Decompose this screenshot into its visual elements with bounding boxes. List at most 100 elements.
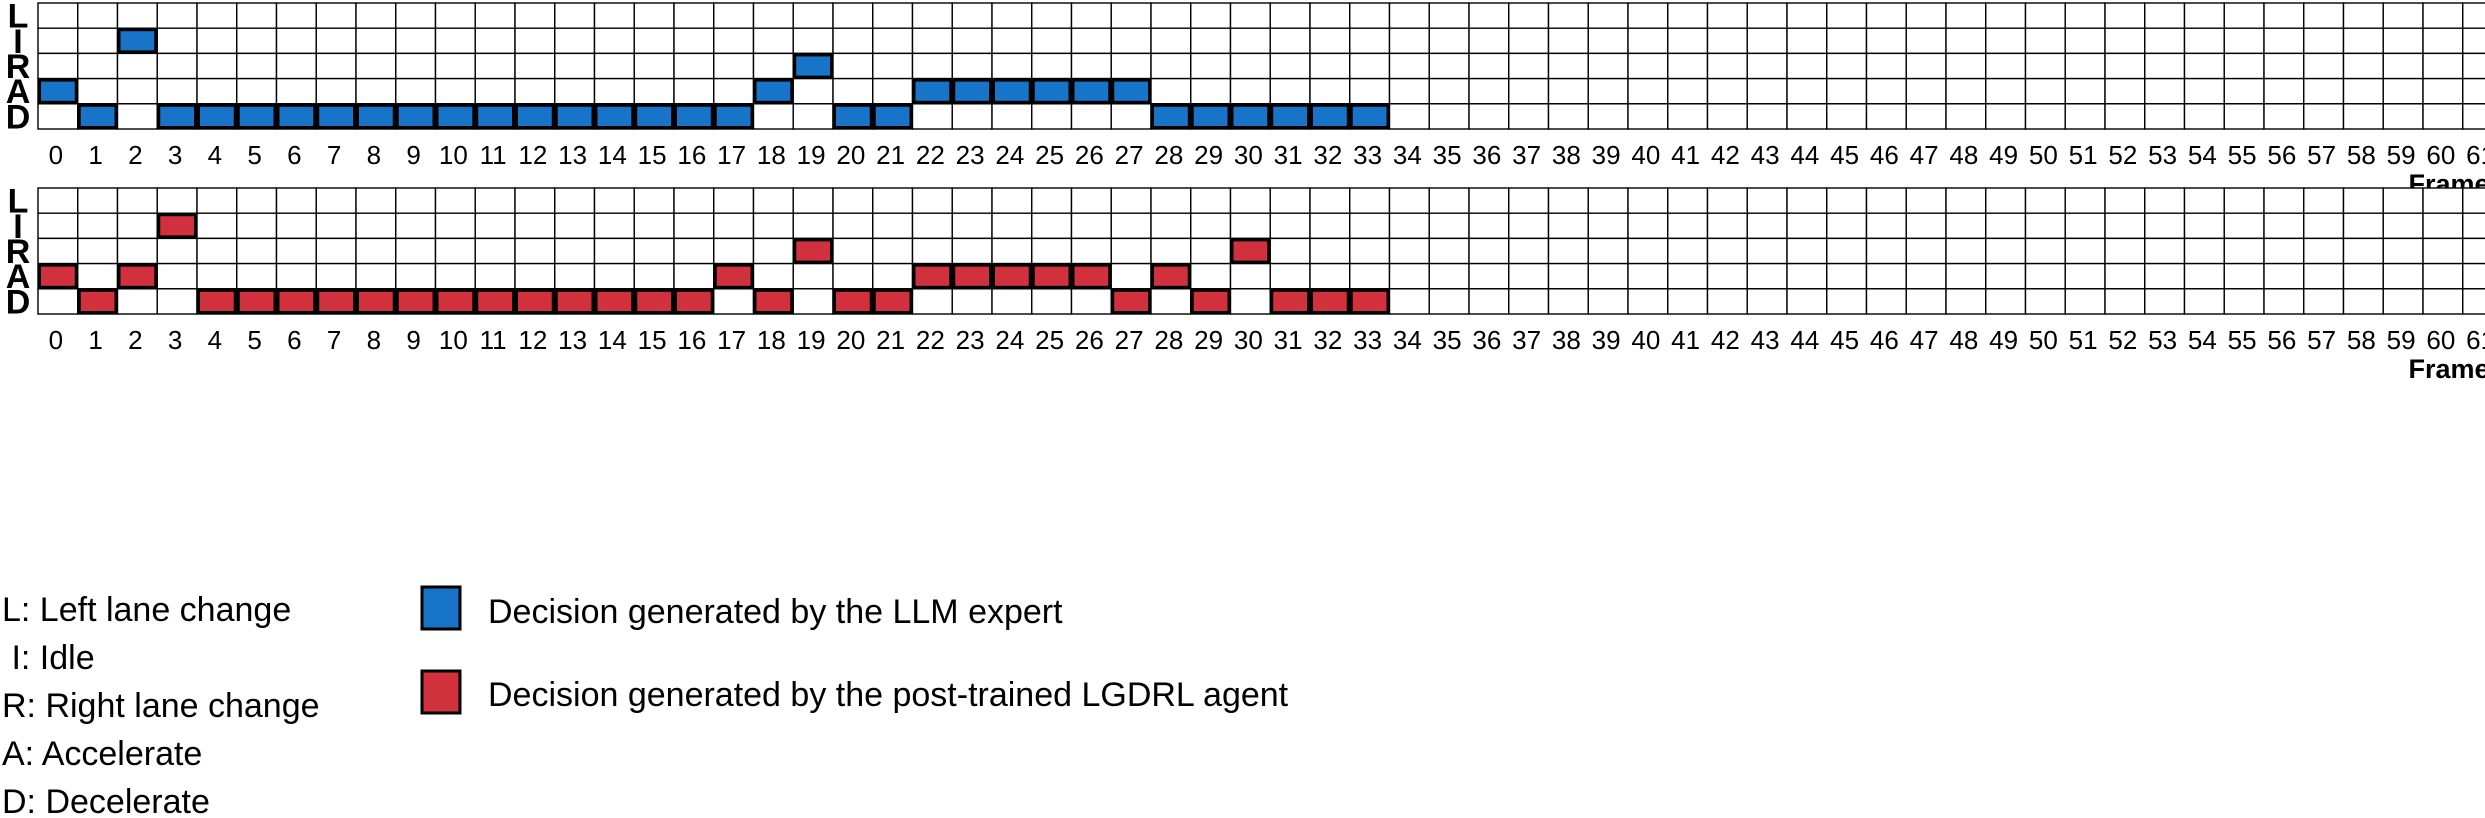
grid-cell — [1826, 187, 1868, 214]
grid-cell — [2104, 77, 2146, 105]
grid-cell — [2263, 212, 2305, 240]
grid-cell — [37, 288, 79, 315]
grid-cell — [2064, 262, 2106, 290]
grid-cell — [2104, 212, 2146, 240]
llm-decision-cell-frame-12 — [515, 103, 555, 130]
grid-cell — [474, 212, 516, 240]
grid-cell — [156, 52, 198, 80]
grid-cell — [2263, 288, 2305, 315]
grid-cell — [792, 77, 834, 105]
grid-cell — [2342, 187, 2384, 214]
grid-cell — [474, 262, 516, 290]
llm-row-label-D: D — [6, 98, 31, 136]
llm-tick-label: 55 — [2228, 140, 2257, 170]
llm-tick-label: 33 — [1353, 140, 1382, 170]
grid-cell — [1110, 2, 1152, 29]
lgdrl-tick-label: 26 — [1075, 325, 1104, 355]
lgdrl-x-axis-label: Frame — [2408, 354, 2485, 384]
grid-cell — [2024, 103, 2066, 130]
grid-cell — [1706, 103, 1748, 130]
grid-cell — [156, 187, 198, 214]
grid-cell — [2064, 237, 2106, 265]
grid-cell — [1865, 262, 1907, 290]
legend-label-lgdrl-agent: Decision generated by the post-trained L… — [488, 676, 1289, 714]
llm-decision-cell-frame-22 — [912, 78, 953, 104]
grid-cell — [792, 2, 834, 29]
grid-cell — [1826, 262, 1868, 290]
grid-cell — [1865, 27, 1907, 55]
grid-cell — [2342, 262, 2384, 290]
llm-tick-label: 40 — [1631, 140, 1660, 170]
grid-cell — [951, 103, 993, 130]
grid-cell — [1746, 27, 1788, 55]
grid-cell — [395, 52, 437, 80]
grid-cell — [1985, 27, 2027, 55]
grid-cell — [2462, 262, 2485, 290]
grid-cell — [2382, 27, 2424, 55]
grid-cell — [1587, 52, 1629, 80]
grid-cell — [1269, 262, 1311, 290]
grid-cell — [2144, 103, 2186, 130]
grid-cell — [2104, 103, 2146, 130]
grid-cell — [2024, 52, 2066, 80]
llm-tick-label: 19 — [797, 140, 826, 170]
grid-cell — [1905, 2, 1947, 29]
grid-cell — [355, 262, 397, 290]
lgdrl-tick-label: 43 — [1751, 325, 1780, 355]
grid-cell — [1428, 77, 1470, 105]
grid-cell — [1468, 212, 1510, 240]
lgdrl-row-label-A: A — [6, 258, 31, 296]
grid-cell — [2422, 77, 2464, 105]
grid-cell — [1468, 237, 1510, 265]
grid-cell — [2183, 52, 2225, 80]
grid-cell — [2462, 2, 2485, 29]
grid-cell — [2024, 237, 2066, 265]
grid-cell — [1468, 77, 1510, 105]
grid-cell — [514, 2, 556, 29]
grid-cell — [1309, 187, 1351, 214]
grid-cell — [2263, 103, 2305, 130]
grid-cell — [2183, 2, 2225, 29]
grid-cell — [713, 288, 755, 315]
grid-cell — [593, 77, 635, 105]
grid-cell — [2303, 77, 2345, 105]
grid-cell — [2303, 237, 2345, 265]
grid-cell — [1587, 237, 1629, 265]
grid-cell — [2223, 103, 2265, 130]
grid-cell — [1905, 187, 1947, 214]
grid-cell — [156, 27, 198, 55]
grid-cell — [116, 52, 158, 80]
legend: Decision generated by the LLM expert Dec… — [420, 585, 1289, 715]
lgdrl-tick-label: 8 — [367, 325, 381, 355]
grid-cell — [1587, 2, 1629, 29]
lgdrl-tick-label: 22 — [916, 325, 945, 355]
grid-cell — [991, 27, 1033, 55]
grid-cell — [2064, 52, 2106, 80]
grid-cell — [1905, 77, 1947, 105]
grid-cell — [37, 212, 79, 240]
grid-cell — [2382, 103, 2424, 130]
llm-decision-cell-frame-32 — [1310, 103, 1350, 130]
llm-tick-label: 21 — [876, 140, 905, 170]
grid-cell — [2104, 288, 2146, 315]
grid-cell — [554, 2, 596, 29]
grid-cell — [1985, 187, 2027, 214]
grid-cell — [792, 27, 834, 55]
llm-decision-cell-frame-1 — [77, 103, 118, 130]
grid-cell — [395, 212, 437, 240]
grid-cell — [2183, 262, 2225, 290]
grid-cell — [872, 77, 914, 105]
grid-cell — [752, 27, 794, 55]
grid-cell — [1786, 52, 1828, 80]
grid-cell — [2263, 2, 2305, 29]
grid-cell — [1309, 52, 1351, 80]
grid-cell — [1826, 77, 1868, 105]
grid-cell — [1508, 27, 1550, 55]
grid-cell — [2263, 27, 2305, 55]
grid-cell — [1070, 187, 1112, 214]
grid-cell — [2104, 2, 2146, 29]
lgdrl-tick-label: 31 — [1274, 325, 1303, 355]
grid-cell — [1667, 77, 1709, 105]
grid-cell — [752, 2, 794, 29]
llm-decision-cell-frame-8 — [356, 103, 396, 130]
